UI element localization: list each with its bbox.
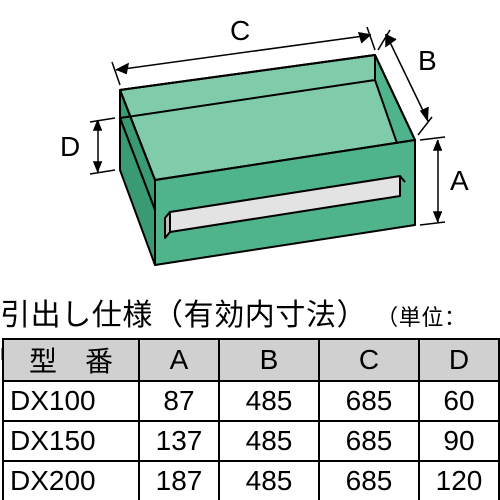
- th-model: 型 番: [3, 339, 139, 381]
- spec-table: 型 番 A B C D DX100 87 485 685 60 DX150 13…: [2, 338, 500, 500]
- cell-model: DX100: [3, 381, 139, 421]
- dim-label-a: A: [450, 165, 469, 196]
- dim-label-c: C: [230, 15, 250, 46]
- table-header-row: 型 番 A B C D: [3, 339, 499, 381]
- th-a: A: [139, 339, 219, 381]
- cell-model: DX200: [3, 461, 139, 500]
- table-row: DX100 87 485 685 60: [3, 381, 499, 421]
- cell: 60: [419, 381, 499, 421]
- cell: 187: [139, 461, 219, 500]
- cell: 685: [319, 461, 419, 500]
- caption-title: 引出し仕様（有効内寸法）: [0, 299, 367, 332]
- cell: 485: [219, 461, 319, 500]
- cell: 485: [219, 421, 319, 461]
- dim-label-b: B: [418, 45, 437, 76]
- cell: 87: [139, 381, 219, 421]
- cell: 90: [419, 421, 499, 461]
- dim-label-d: D: [60, 131, 80, 162]
- cell: 485: [219, 381, 319, 421]
- table-row: DX150 137 485 685 90: [3, 421, 499, 461]
- drawer-diagram: A B C D: [0, 0, 500, 290]
- cell: 685: [319, 381, 419, 421]
- cell: 137: [139, 421, 219, 461]
- th-b: B: [219, 339, 319, 381]
- cell: 120: [419, 461, 499, 500]
- cell-model: DX150: [3, 421, 139, 461]
- th-d: D: [419, 339, 499, 381]
- th-c: C: [319, 339, 419, 381]
- cell: 685: [319, 421, 419, 461]
- table-row: DX200 187 485 685 120: [3, 461, 499, 500]
